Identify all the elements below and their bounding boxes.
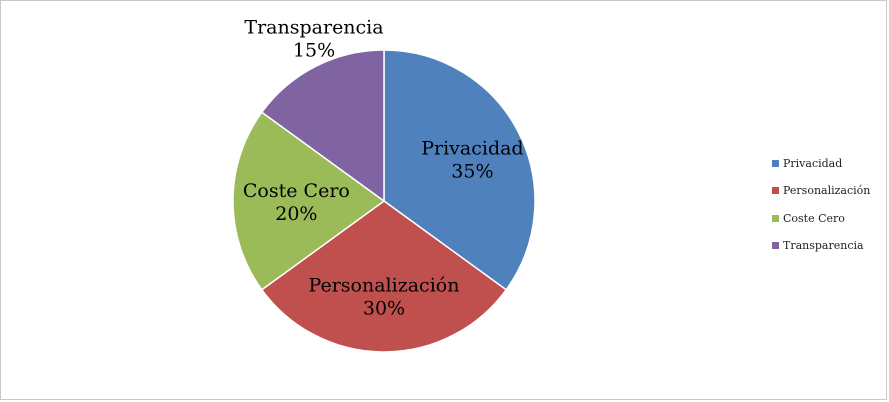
pie-label-value-coste-cero: 20% [275,203,317,225]
pie-label-transparencia: Transparencia 15% [244,17,383,62]
legend-label-coste-cero: Coste Cero [783,211,845,225]
legend: Privacidad Personalización Coste Cero Tr… [772,150,870,259]
legend-swatch-coste-cero [772,214,779,222]
pie-label-privacidad: Privacidad 35% [421,137,523,182]
legend-item-personalizacion: Personalización [772,177,870,204]
pie-slices [232,49,536,353]
pie-slice-personalizacion [260,200,508,353]
pie-label-category-transparencia: Transparencia [244,17,383,39]
legend-swatch-personalizacion [772,187,779,195]
legend-label-transparencia: Transparencia [783,239,864,253]
pie-slice-coste-cero [232,111,386,291]
pie-label-category-personalizacion: Personalización [309,275,460,297]
pie-label-category-coste-cero: Coste Cero [243,180,350,202]
pie-label-personalizacion: Personalización 30% [309,275,460,320]
pie-label-value-personalizacion: 30% [363,298,405,320]
legend-swatch-transparencia [772,242,779,250]
legend-label-privacidad: Privacidad [783,157,843,171]
legend-item-transparencia: Transparencia [772,232,870,259]
legend-item-coste-cero: Coste Cero [772,205,870,232]
pie-label-category-privacidad: Privacidad [421,137,523,159]
pie-label-coste-cero: Coste Cero 20% [243,180,350,225]
pie-label-value-privacidad: 35% [451,160,493,182]
pie-labels: Privacidad 35% Personalización 30% Coste Cer… [243,17,524,320]
legend-item-privacidad: Privacidad [772,150,870,177]
legend-label-personalizacion: Personalización [783,184,871,198]
pie-slice-privacidad [383,49,536,291]
pie-label-value-transparencia: 15% [293,40,335,62]
pie-slice-transparencia [260,49,385,203]
legend-swatch-privacidad [772,160,779,168]
